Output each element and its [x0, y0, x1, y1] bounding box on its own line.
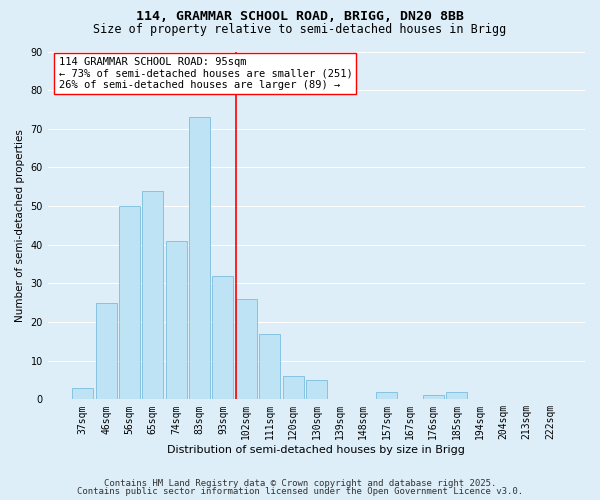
Text: Contains HM Land Registry data © Crown copyright and database right 2025.: Contains HM Land Registry data © Crown c… — [104, 478, 496, 488]
Bar — [236, 299, 257, 400]
Bar — [212, 276, 233, 400]
Text: 114 GRAMMAR SCHOOL ROAD: 95sqm
← 73% of semi-detached houses are smaller (251)
2: 114 GRAMMAR SCHOOL ROAD: 95sqm ← 73% of … — [59, 56, 352, 90]
Bar — [376, 392, 397, 400]
Text: Size of property relative to semi-detached houses in Brigg: Size of property relative to semi-detach… — [94, 22, 506, 36]
Bar — [283, 376, 304, 400]
Bar — [95, 302, 116, 400]
Text: 114, GRAMMAR SCHOOL ROAD, BRIGG, DN20 8BB: 114, GRAMMAR SCHOOL ROAD, BRIGG, DN20 8B… — [136, 10, 464, 23]
Bar — [189, 117, 210, 400]
Bar — [119, 206, 140, 400]
Bar — [446, 392, 467, 400]
Bar — [259, 334, 280, 400]
Bar — [142, 190, 163, 400]
X-axis label: Distribution of semi-detached houses by size in Brigg: Distribution of semi-detached houses by … — [167, 445, 466, 455]
Bar — [72, 388, 93, 400]
Text: Contains public sector information licensed under the Open Government Licence v3: Contains public sector information licen… — [77, 487, 523, 496]
Bar — [306, 380, 327, 400]
Y-axis label: Number of semi-detached properties: Number of semi-detached properties — [15, 129, 25, 322]
Bar — [423, 396, 444, 400]
Bar — [166, 241, 187, 400]
